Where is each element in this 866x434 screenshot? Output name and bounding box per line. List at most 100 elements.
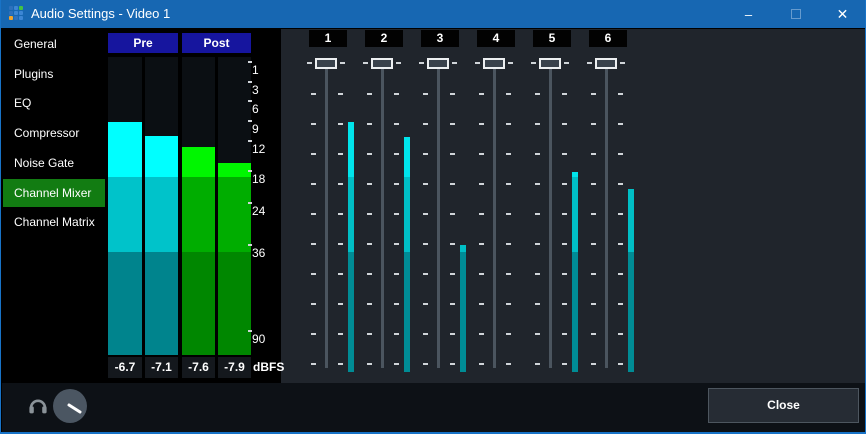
- slider-tick: [423, 363, 428, 365]
- channel-5-header: 5: [533, 30, 571, 47]
- slider-tick: [618, 333, 623, 335]
- post-left-meter-fill: [182, 177, 215, 252]
- channel-5-slider-thumb[interactable]: [539, 58, 561, 69]
- sidebar-item-compressor[interactable]: Compressor: [14, 126, 80, 141]
- monitor-volume-knob[interactable]: [53, 389, 87, 423]
- slider-tick: [479, 273, 484, 275]
- slider-tick: [506, 303, 511, 305]
- slider-tick: [562, 303, 567, 305]
- slider-tick: [450, 153, 455, 155]
- slider-tick: [338, 243, 343, 245]
- slider-tick: [367, 243, 372, 245]
- sidebar-item-noise-gate[interactable]: Noise Gate: [14, 155, 75, 170]
- titlebar[interactable]: Audio Settings - Video 1 – ✕: [1, 0, 865, 28]
- headphones-icon[interactable]: [28, 397, 48, 420]
- slider-tick: [591, 153, 596, 155]
- slider-tick: [311, 93, 316, 95]
- channel-1-slider-thumb[interactable]: [315, 58, 337, 69]
- sidebar-item-general[interactable]: General: [14, 37, 57, 51]
- channel-1-slider-track[interactable]: [325, 66, 328, 368]
- pre-right-value: -7.1: [145, 357, 178, 378]
- pre-left-meter-fill: [108, 122, 142, 177]
- scale-tick: [248, 100, 252, 102]
- channel-3-slider-track[interactable]: [437, 66, 440, 368]
- sidebar-item-channel-mixer[interactable]: Channel Mixer: [3, 178, 105, 207]
- slider-tick: [591, 363, 596, 365]
- slider-tick: [506, 363, 511, 365]
- slider-tick: [618, 363, 623, 365]
- slider-tick: [363, 62, 368, 64]
- slider-tick: [394, 273, 399, 275]
- slider-tick: [394, 243, 399, 245]
- channel-6-slider-track[interactable]: [605, 66, 608, 368]
- channel-4-header: 4: [477, 30, 515, 47]
- slider-tick: [338, 303, 343, 305]
- sidebar-item-eq[interactable]: EQ: [14, 96, 32, 111]
- channel-1-meter-fill: [348, 252, 354, 372]
- post-left-meter-fill: [182, 252, 215, 355]
- slider-tick: [367, 123, 372, 125]
- slider-tick: [506, 273, 511, 275]
- slider-tick: [564, 62, 569, 64]
- slider-tick: [506, 93, 511, 95]
- slider-tick: [618, 153, 623, 155]
- slider-tick: [506, 213, 511, 215]
- channel-3-slider-thumb[interactable]: [427, 58, 449, 69]
- slider-tick: [423, 303, 428, 305]
- slider-tick: [311, 363, 316, 365]
- pre-left-meter-fill: [108, 177, 142, 252]
- slider-tick: [338, 273, 343, 275]
- channel-2-header: 2: [365, 30, 403, 47]
- slider-tick: [535, 243, 540, 245]
- app-icon: [9, 6, 25, 22]
- slider-tick: [450, 363, 455, 365]
- slider-tick: [479, 153, 484, 155]
- slider-tick: [394, 183, 399, 185]
- minimize-button[interactable]: –: [744, 6, 753, 22]
- slider-tick: [618, 183, 623, 185]
- sidebar-item-channel-matrix[interactable]: Channel Matrix: [14, 215, 95, 230]
- post-right-meter-fill: [218, 252, 251, 355]
- channel-2-slider-track[interactable]: [381, 66, 384, 368]
- slider-tick: [506, 243, 511, 245]
- slider-tick: [394, 303, 399, 305]
- slider-tick: [479, 303, 484, 305]
- slider-tick: [338, 333, 343, 335]
- slider-tick: [562, 363, 567, 365]
- slider-tick: [618, 243, 623, 245]
- slider-tick: [618, 273, 623, 275]
- maximize-icon: [790, 9, 801, 19]
- slider-tick: [535, 153, 540, 155]
- pre-right-meter-fill: [145, 252, 178, 355]
- scale-tick: [248, 330, 252, 332]
- close-button[interactable]: Close: [708, 388, 859, 423]
- slider-tick: [367, 333, 372, 335]
- channel-6-slider-thumb[interactable]: [595, 58, 617, 69]
- slider-tick: [367, 213, 372, 215]
- slider-tick: [479, 213, 484, 215]
- channel-2-slider-thumb[interactable]: [371, 58, 393, 69]
- db-scale-label-6: 6: [248, 100, 259, 116]
- slider-tick: [562, 183, 567, 185]
- scale-tick: [248, 202, 252, 204]
- channel-5-meter-fill: [572, 252, 578, 372]
- scale-tick: [248, 120, 252, 122]
- channel-4-slider-thumb[interactable]: [483, 58, 505, 69]
- channel-5-slider-track[interactable]: [549, 66, 552, 368]
- slider-tick: [562, 243, 567, 245]
- slider-tick: [506, 153, 511, 155]
- channel-2-meter-fill: [404, 177, 410, 252]
- window-title: Audio Settings - Video 1: [31, 6, 171, 21]
- post-right-meter-fill: [218, 177, 251, 252]
- slider-tick: [423, 213, 428, 215]
- slider-tick: [562, 93, 567, 95]
- slider-tick: [618, 303, 623, 305]
- close-window-button[interactable]: ✕: [836, 5, 849, 22]
- channel-4-slider-track[interactable]: [493, 66, 496, 368]
- db-scale-label-24: 24: [248, 202, 265, 218]
- slider-tick: [479, 243, 484, 245]
- sidebar-item-plugins[interactable]: Plugins: [14, 66, 54, 81]
- slider-tick: [535, 213, 540, 215]
- slider-tick: [620, 62, 625, 64]
- channel-3-meter-fill: [460, 245, 466, 252]
